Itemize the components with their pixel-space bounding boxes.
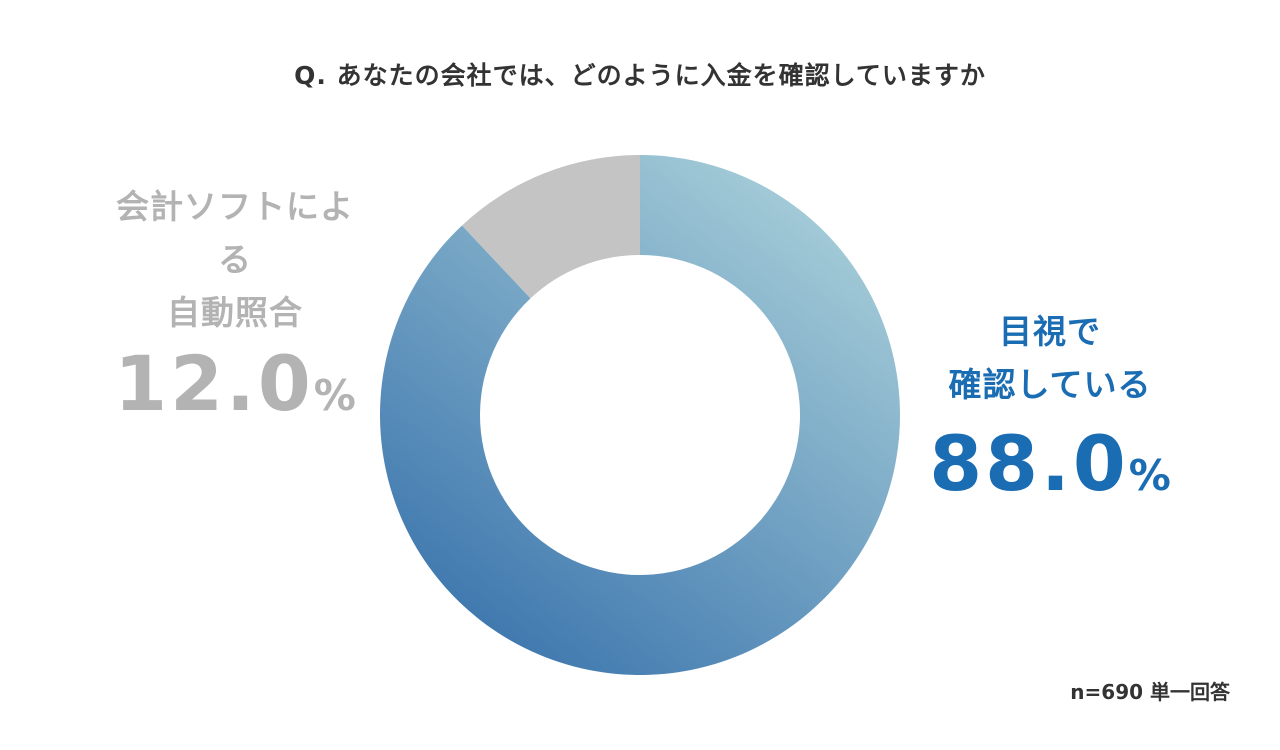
chart-title: Q. あなたの会社では、どのように入金を確認していますか [294, 61, 986, 90]
slice-label-auto-matching: 会計ソフトによる 自動照合 12.0% [100, 180, 370, 441]
slice-category-visual-check-line1: 目視で [999, 312, 1101, 351]
slice-category-auto-matching-line2: 自動照合 [167, 293, 303, 332]
slice-category-auto-matching-line1: 会計ソフトによる [116, 187, 354, 279]
slice-visual-check [380, 155, 900, 675]
sample-size-note: n=690 単一回答 [1070, 680, 1230, 704]
slice-value-auto-matching: 12.0% [114, 339, 356, 428]
slice-auto-matching [462, 155, 640, 299]
slice-label-visual-check: 目視で 確認している 88.0% [920, 305, 1180, 521]
slice-category-visual-check-line2: 確認している [948, 365, 1152, 404]
slice-value-visual-check: 88.0% [929, 419, 1171, 508]
